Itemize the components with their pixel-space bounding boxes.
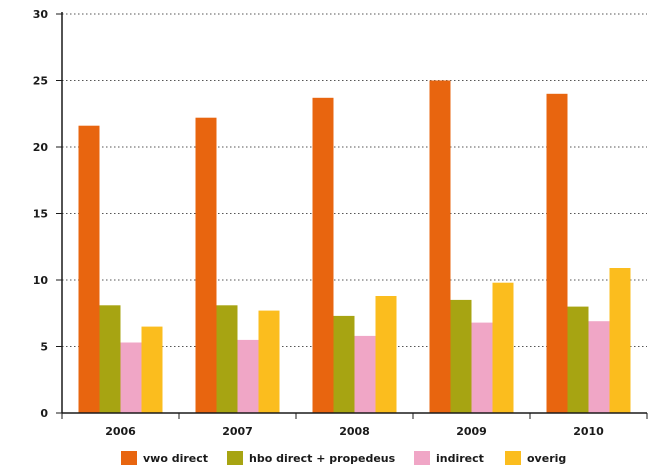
- bar-overig-2008: [375, 296, 397, 413]
- x-tick-label: 2007: [222, 425, 253, 438]
- bar-vwo-direct-2010: [546, 93, 568, 414]
- x-tick-label: 2010: [573, 425, 604, 438]
- legend-swatch: [505, 451, 521, 465]
- y-tick-label: 15: [33, 208, 48, 221]
- bar-hbo-direct-propedeus-2009: [450, 299, 472, 413]
- y-tick-label: 30: [33, 8, 49, 21]
- legend-label: hbo direct + propedeus: [249, 452, 396, 465]
- bar-overig-2007: [258, 310, 280, 413]
- bar-indirect-2010: [588, 321, 610, 413]
- x-tick-label: 2008: [339, 425, 370, 438]
- bar-hbo-direct-propedeus-2008: [333, 315, 355, 413]
- x-tick-label: 2006: [105, 425, 136, 438]
- bars: [78, 80, 631, 414]
- y-tick-label: 25: [33, 75, 48, 88]
- bar-hbo-direct-propedeus-2010: [567, 306, 589, 413]
- y-axis-ticks: 0 5 10 15 20 25 30: [33, 8, 62, 420]
- bar-indirect-2007: [237, 339, 259, 413]
- bar-indirect-2009: [471, 322, 493, 413]
- y-tick-label: 0: [40, 407, 48, 420]
- legend: vwo direct hbo direct + propedeus indirect…: [121, 451, 566, 465]
- y-tick-label: 5: [40, 341, 48, 354]
- legend-label: indirect: [436, 452, 484, 465]
- x-tick-label: 2009: [456, 425, 487, 438]
- axes: [61, 12, 647, 414]
- bar-overig-2006: [141, 326, 163, 413]
- bar-vwo-direct-2008: [312, 97, 334, 414]
- y-tick-label: 10: [33, 274, 49, 287]
- legend-label: vwo direct: [143, 452, 208, 465]
- bar-indirect-2008: [354, 335, 376, 413]
- legend-label: overig: [527, 452, 566, 465]
- legend-swatch: [121, 451, 137, 465]
- bar-overig-2010: [609, 268, 631, 413]
- x-axis-ticks: 2006 2007 2008 2009 2010: [61, 413, 648, 438]
- bar-hbo-direct-propedeus-2007: [216, 305, 238, 413]
- bar-hbo-direct-propedeus-2006: [99, 305, 121, 413]
- legend-swatch: [414, 451, 430, 465]
- bar-overig-2009: [492, 282, 514, 413]
- bar-indirect-2006: [120, 342, 142, 413]
- legend-swatch: [227, 451, 243, 465]
- y-tick-label: 20: [33, 141, 49, 154]
- bar-vwo-direct-2007: [195, 117, 217, 413]
- bar-vwo-direct-2009: [429, 80, 451, 413]
- bar-vwo-direct-2006: [78, 125, 100, 413]
